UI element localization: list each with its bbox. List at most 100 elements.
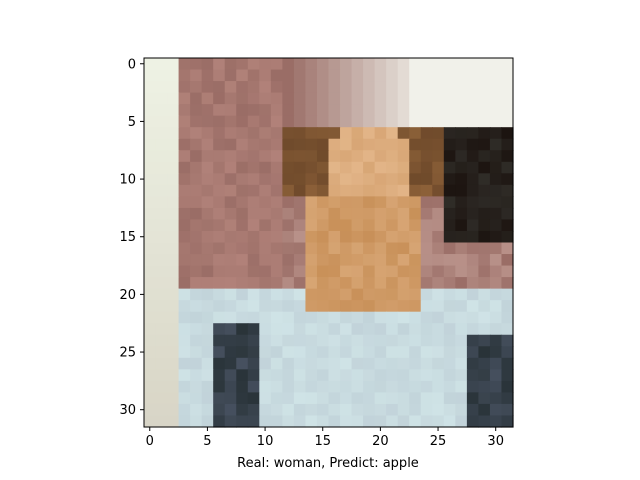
image-pixel — [478, 196, 491, 209]
image-pixel — [247, 138, 260, 151]
image-pixel — [443, 69, 456, 82]
image-pixel — [409, 207, 422, 221]
image-pixel — [247, 81, 260, 94]
image-pixel — [293, 242, 307, 255]
image-pixel — [224, 311, 237, 324]
image-pixel — [167, 323, 180, 336]
image-pixel — [316, 92, 330, 105]
image-pixel — [201, 242, 214, 255]
image-pixel — [340, 196, 353, 209]
image-pixel — [178, 323, 191, 336]
image-pixel — [397, 115, 410, 128]
image-pixel — [178, 380, 191, 394]
image-pixel — [489, 346, 503, 359]
image-pixel — [443, 138, 456, 151]
image-pixel — [328, 277, 341, 290]
image-pixel — [351, 242, 364, 255]
image-pixel — [328, 323, 341, 336]
image-pixel — [316, 58, 330, 71]
image-pixel — [167, 380, 180, 394]
image-pixel — [386, 334, 399, 347]
image-pixel — [501, 138, 514, 151]
image-pixel — [213, 242, 226, 255]
image-pixel — [455, 242, 468, 255]
image-pixel — [305, 392, 318, 405]
image-pixel — [224, 115, 237, 128]
image-pixel — [316, 277, 330, 290]
image-pixel — [155, 230, 168, 244]
image-pixel — [489, 254, 503, 267]
image-pixel — [363, 369, 376, 382]
image-pixel — [305, 300, 318, 313]
y-tick-label: 10 — [119, 173, 136, 188]
image-pixel — [420, 357, 433, 370]
image-pixel — [259, 380, 272, 394]
image-pixel — [167, 104, 180, 117]
image-pixel — [409, 115, 422, 128]
image-pixel — [374, 323, 387, 336]
image-pixel — [409, 69, 422, 82]
image-pixel — [420, 58, 433, 71]
image-pixel — [363, 184, 376, 197]
image-pixel — [144, 196, 157, 209]
image-pixel — [316, 104, 330, 117]
image-pixel — [351, 403, 364, 417]
image-pixel — [259, 403, 272, 417]
image-pixel — [282, 392, 295, 405]
image-pixel — [363, 92, 376, 105]
image-pixel — [363, 323, 376, 336]
image-pixel — [397, 58, 410, 71]
image-pixel — [386, 230, 399, 244]
image-pixel — [478, 346, 491, 359]
image-pixel — [432, 115, 445, 128]
image-pixel — [201, 92, 214, 105]
image-pixel — [420, 403, 433, 417]
image-pixel — [432, 138, 445, 151]
image-pixel — [409, 138, 422, 151]
image-pixel — [282, 415, 295, 428]
image-pixel — [190, 127, 203, 140]
image-pixel — [236, 81, 249, 94]
image-pixel — [259, 369, 272, 382]
image-pixel — [270, 334, 283, 347]
image-pixel — [293, 311, 307, 324]
image-pixel — [236, 58, 249, 71]
image-pixel — [316, 403, 330, 417]
image-pixel — [501, 115, 514, 128]
image-pixel — [363, 415, 376, 428]
image-pixel — [282, 127, 295, 140]
image-pixel — [489, 242, 503, 255]
image-pixel — [501, 161, 514, 174]
image-pixel — [374, 161, 387, 174]
image-pixel — [328, 58, 341, 71]
image-pixel — [144, 115, 157, 128]
image-pixel — [374, 184, 387, 197]
image-pixel — [259, 300, 272, 313]
image-pixel — [455, 58, 468, 71]
image-pixel — [236, 150, 249, 163]
image-pixel — [351, 196, 364, 209]
image-pixel — [236, 323, 249, 336]
image-pixel — [420, 346, 433, 359]
image-pixel — [443, 288, 456, 301]
image-pixel — [259, 415, 272, 428]
image-pixel — [489, 81, 503, 94]
image-pixel — [305, 415, 318, 428]
image-pixel — [328, 150, 341, 163]
y-tick-label: 5 — [128, 115, 136, 130]
image-pixel — [224, 277, 237, 290]
image-pixel — [144, 300, 157, 313]
image-pixel — [466, 311, 480, 324]
image-pixel — [282, 161, 295, 174]
y-tick-label: 15 — [119, 230, 136, 245]
image-pixel — [478, 311, 491, 324]
image-pixel — [316, 265, 330, 278]
image-pixel — [420, 196, 433, 209]
image-pixel — [190, 207, 203, 221]
image-pixel — [282, 311, 295, 324]
image-pixel — [167, 254, 180, 267]
image-pixel — [489, 104, 503, 117]
image-pixel — [374, 346, 387, 359]
image-pixel — [455, 346, 468, 359]
image-pixel — [293, 219, 307, 232]
